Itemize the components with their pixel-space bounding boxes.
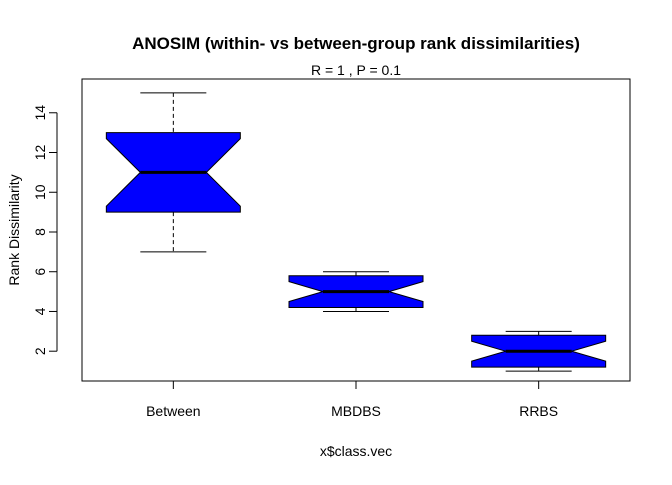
y-tick-label: 12 bbox=[32, 145, 48, 161]
y-tick-label: 6 bbox=[32, 268, 48, 276]
y-axis: 2 4 6 8 10 12 14 bbox=[32, 105, 58, 355]
chart-title: ANOSIM (within- vs between-group rank di… bbox=[132, 34, 580, 53]
x-axis: Between MBDBS RRBS bbox=[146, 380, 558, 419]
y-tick-label: 10 bbox=[32, 184, 48, 200]
chart-subtitle: R = 1 , P = 0.1 bbox=[311, 62, 401, 78]
x-tick-label: RRBS bbox=[519, 403, 558, 419]
box-rrbs bbox=[471, 330, 607, 372]
y-tick-label: 4 bbox=[32, 307, 48, 315]
x-axis-label: x$class.vec bbox=[320, 443, 392, 459]
y-tick-label: 14 bbox=[32, 105, 48, 121]
box-mbdbs bbox=[288, 271, 424, 312]
y-axis-label: Rank Dissimilarity bbox=[6, 174, 22, 285]
box-group bbox=[105, 92, 607, 372]
y-tick-label: 8 bbox=[32, 228, 48, 236]
x-tick-label: Between bbox=[146, 403, 200, 419]
box-between bbox=[105, 92, 241, 253]
x-tick-label: MBDBS bbox=[331, 403, 381, 419]
y-tick-label: 2 bbox=[32, 347, 48, 355]
